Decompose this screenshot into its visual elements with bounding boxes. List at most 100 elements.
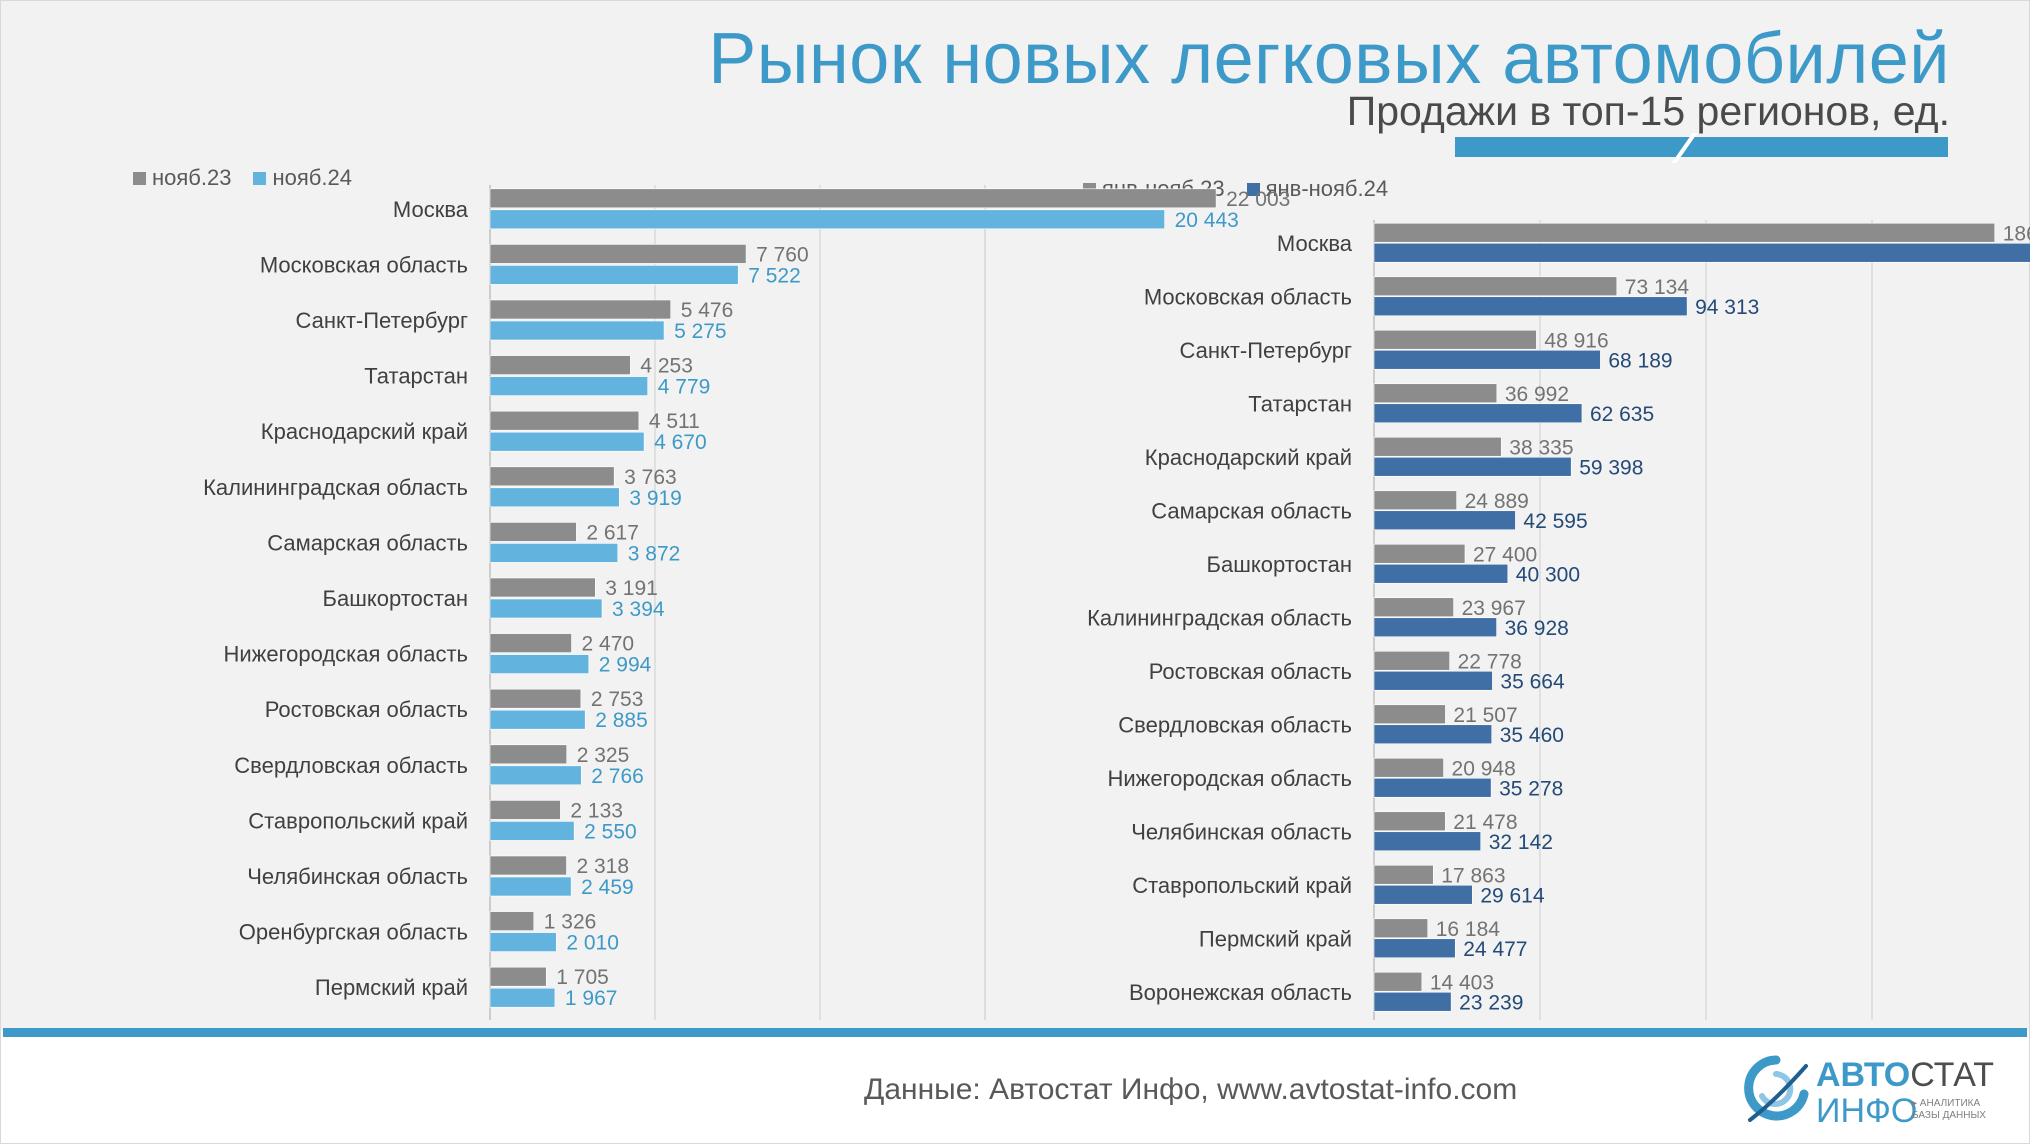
data-label-prev: 2 318: [576, 855, 629, 878]
bar-prev: [1373, 436, 1502, 457]
data-label-prev: 1 326: [544, 911, 597, 934]
category-label: Самарская область: [267, 530, 468, 555]
bar-curr: [1373, 510, 1516, 531]
data-label-prev: 38 335: [1509, 436, 1573, 459]
data-label-curr: 3 394: [612, 598, 665, 621]
category-label: Башкортостан: [1207, 552, 1352, 577]
bar-curr: [1373, 403, 1583, 424]
data-label-curr: 3 919: [629, 487, 682, 510]
data-label-curr: 2 459: [581, 876, 634, 899]
category-label: Свердловская область: [1118, 712, 1352, 737]
bar-curr: [1373, 724, 1493, 745]
bar-curr: [1373, 456, 1572, 477]
category-label: Московская область: [260, 252, 468, 277]
category-label: Ростовская область: [1149, 659, 1352, 684]
bar-prev: [489, 466, 615, 487]
category-label: Челябинская область: [1131, 819, 1352, 844]
bar-curr: [489, 376, 649, 396]
legend-item: нояб.24: [253, 165, 352, 191]
footer-rule: [3, 1028, 2027, 1037]
bar-prev: [1373, 222, 1996, 243]
bar-prev: [489, 855, 567, 876]
data-label-prev: 4 253: [640, 355, 693, 378]
data-label-curr: 2 885: [595, 709, 648, 732]
data-label-curr: 3 872: [628, 542, 681, 565]
title-accent-bar: [1455, 137, 1948, 157]
data-label-curr: 32 142: [1489, 831, 1553, 854]
data-label-curr: 1 967: [565, 987, 618, 1010]
bar-curr: [1373, 777, 1492, 798]
data-label-prev: 2 753: [591, 688, 644, 711]
legend-swatch-dark-blue: [1246, 182, 1260, 196]
data-label-curr: 2 550: [584, 820, 637, 843]
category-label: Ростовская область: [265, 697, 468, 722]
category-label: Башкортостан: [323, 586, 468, 611]
data-label-curr: 2 766: [591, 765, 644, 788]
bar-prev: [1373, 811, 1446, 832]
footer-area: [1, 1037, 2028, 1142]
data-label-curr: 94 313: [1695, 296, 1759, 319]
data-label-curr: 68 189: [1608, 349, 1672, 372]
data-label-curr: 4 670: [654, 431, 707, 454]
data-label-prev: 3 763: [624, 466, 677, 489]
bar-prev: [489, 911, 535, 931]
data-label-curr: 62 635: [1590, 403, 1654, 426]
bar-prev: [1373, 704, 1446, 725]
category-label: Калининградская область: [203, 475, 468, 500]
data-label-curr: 23 239: [1459, 991, 1523, 1014]
data-label-curr: 59 398: [1579, 456, 1643, 479]
data-label-prev: 21 478: [1453, 811, 1517, 834]
category-label: Краснодарский край: [261, 419, 468, 444]
data-label-prev: 22 003: [1226, 188, 1290, 211]
data-label-curr: 40 300: [1516, 563, 1580, 586]
bar-prev: [489, 355, 631, 375]
logo-wordmark: АВТОСТАТ: [1816, 1056, 1994, 1095]
bar-curr: [489, 821, 575, 841]
bar-curr: [489, 765, 582, 786]
bar-prev: [489, 688, 582, 709]
bar-prev: [489, 188, 1217, 209]
data-label-prev: 3 191: [605, 577, 658, 600]
category-label: Пермский край: [315, 975, 468, 1000]
legend-label: нояб.24: [272, 165, 352, 190]
data-label-curr: 35 664: [1500, 670, 1565, 693]
bar-curr: [489, 209, 1165, 230]
logo-swirl-icon: [1744, 1055, 1809, 1122]
data-label-curr: 2 994: [599, 654, 652, 677]
category-label: Санкт-Петербург: [1179, 338, 1352, 363]
data-label-curr: 20 443: [1175, 209, 1239, 232]
bar-curr: [489, 876, 572, 897]
bar-prev: [1373, 650, 1450, 671]
data-label-curr: 24 477: [1463, 938, 1527, 961]
bar-prev: [1373, 543, 1466, 564]
category-label: Нижегородская область: [1107, 766, 1352, 791]
legend-swatch-light-blue: [253, 171, 267, 185]
bar-prev: [489, 577, 596, 598]
bar-curr: [1373, 349, 1601, 370]
bar-curr: [489, 932, 557, 952]
bar-prev: [489, 299, 672, 320]
data-label-prev: 2 133: [570, 799, 623, 822]
category-label: Ставропольский край: [1132, 873, 1352, 898]
bar-curr: [1373, 563, 1509, 584]
data-label-prev: 17 863: [1441, 864, 1505, 887]
category-label: Калининградская область: [1087, 605, 1352, 630]
data-label-prev: 1 705: [556, 966, 609, 989]
bar-prev: [1373, 329, 1537, 350]
data-label-prev: 20 948: [1452, 757, 1516, 780]
bar-curr: [489, 598, 603, 619]
logo-info-text: ИНФО: [1816, 1092, 1918, 1130]
bar-prev: [1373, 276, 1618, 297]
logo-stat-text: СТАТ: [1910, 1056, 1995, 1094]
logo-tagline: ▸ АНАЛИТИКА БАЗЫ ДАННЫХ: [1912, 1098, 1986, 1121]
bar-prev: [1373, 757, 1444, 778]
bar-curr: [489, 654, 590, 674]
data-label-prev: 186 964: [2003, 222, 2030, 245]
legend-left: нояб.23 нояб.24: [133, 165, 374, 191]
data-label-curr: 7 522: [748, 264, 801, 287]
data-label-prev: 23 967: [1462, 597, 1526, 620]
data-label-prev: 21 507: [1453, 704, 1517, 727]
legend-item: нояб.23: [133, 165, 231, 191]
data-label-prev: 22 778: [1458, 650, 1522, 673]
category-label: Свердловская область: [234, 753, 468, 778]
